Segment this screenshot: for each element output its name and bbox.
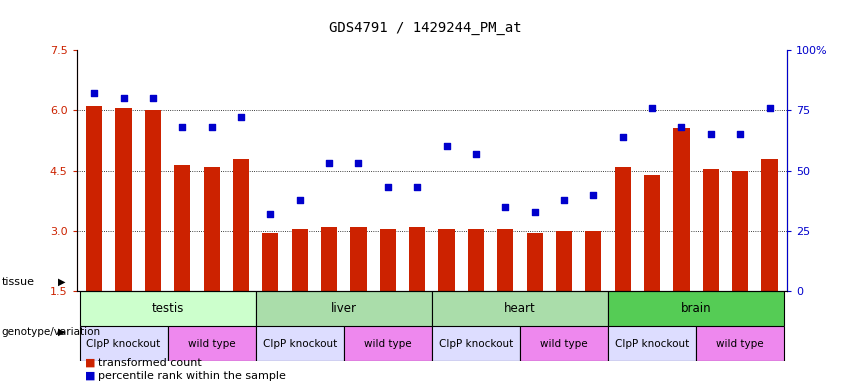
- Text: ▶: ▶: [58, 277, 66, 287]
- Point: [586, 192, 600, 198]
- Bar: [344, 326, 431, 361]
- Bar: [292, 229, 308, 291]
- Point: [381, 184, 395, 190]
- Bar: [431, 326, 520, 361]
- Bar: [732, 170, 748, 291]
- Bar: [696, 326, 785, 361]
- Point: [557, 197, 571, 203]
- Point: [410, 184, 424, 190]
- Bar: [262, 233, 278, 291]
- Bar: [673, 128, 689, 291]
- Bar: [145, 110, 161, 291]
- Text: ■: ■: [85, 358, 95, 368]
- Bar: [585, 231, 602, 291]
- Bar: [438, 229, 454, 291]
- Point: [499, 204, 512, 210]
- Text: wild type: wild type: [188, 339, 236, 349]
- Point: [264, 211, 277, 217]
- Point: [645, 105, 659, 111]
- Text: percentile rank within the sample: percentile rank within the sample: [98, 371, 286, 381]
- Text: heart: heart: [504, 302, 536, 315]
- Point: [440, 143, 454, 149]
- Bar: [527, 233, 543, 291]
- Bar: [644, 175, 660, 291]
- Bar: [79, 291, 255, 326]
- Text: ■: ■: [85, 371, 95, 381]
- Bar: [86, 106, 102, 291]
- Text: wild type: wild type: [717, 339, 764, 349]
- Text: brain: brain: [681, 302, 711, 315]
- Point: [469, 151, 483, 157]
- Text: testis: testis: [151, 302, 184, 315]
- Bar: [409, 227, 426, 291]
- Text: GDS4791 / 1429244_PM_at: GDS4791 / 1429244_PM_at: [329, 21, 522, 35]
- Text: ClpP knockout: ClpP knockout: [87, 339, 161, 349]
- Text: tissue: tissue: [2, 277, 35, 287]
- Point: [293, 197, 306, 203]
- Text: transformed count: transformed count: [98, 358, 202, 368]
- Point: [616, 134, 630, 140]
- Text: ▶: ▶: [58, 327, 66, 337]
- Point: [175, 124, 189, 130]
- Point: [762, 105, 776, 111]
- Bar: [614, 167, 631, 291]
- Bar: [174, 165, 191, 291]
- Text: ClpP knockout: ClpP knockout: [439, 339, 513, 349]
- Point: [146, 95, 160, 101]
- Text: ClpP knockout: ClpP knockout: [263, 339, 337, 349]
- Text: ClpP knockout: ClpP knockout: [615, 339, 689, 349]
- Text: wild type: wild type: [540, 339, 588, 349]
- Bar: [608, 326, 696, 361]
- Point: [88, 90, 101, 96]
- Bar: [468, 229, 484, 291]
- Point: [117, 95, 130, 101]
- Point: [734, 131, 747, 137]
- Point: [234, 114, 248, 121]
- Point: [528, 209, 541, 215]
- Text: liver: liver: [331, 302, 357, 315]
- Bar: [351, 227, 367, 291]
- Point: [704, 131, 717, 137]
- Bar: [233, 159, 249, 291]
- Bar: [255, 291, 431, 326]
- Bar: [380, 229, 396, 291]
- Bar: [168, 326, 255, 361]
- Point: [351, 160, 365, 166]
- Text: genotype/variation: genotype/variation: [2, 327, 100, 337]
- Bar: [556, 231, 572, 291]
- Bar: [497, 229, 513, 291]
- Bar: [203, 167, 220, 291]
- Point: [323, 160, 336, 166]
- Bar: [321, 227, 337, 291]
- Text: wild type: wild type: [364, 339, 412, 349]
- Bar: [520, 326, 608, 361]
- Bar: [762, 159, 778, 291]
- Point: [205, 124, 219, 130]
- Bar: [431, 291, 608, 326]
- Bar: [608, 291, 785, 326]
- Bar: [255, 326, 344, 361]
- Point: [675, 124, 688, 130]
- Bar: [79, 326, 168, 361]
- Bar: [116, 108, 132, 291]
- Bar: [703, 169, 719, 291]
